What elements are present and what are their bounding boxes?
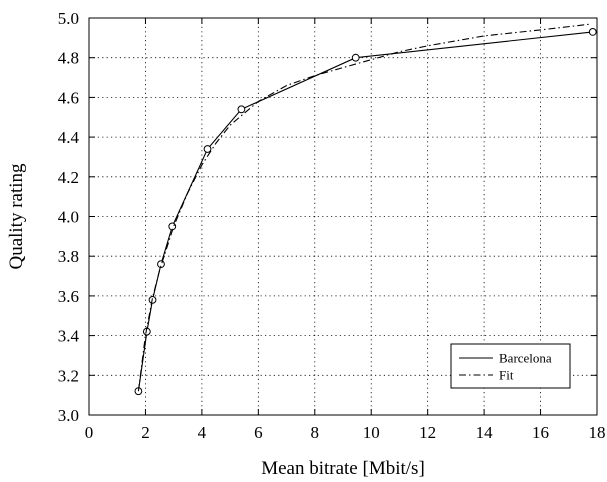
x-tick-label: 10 — [363, 423, 380, 442]
legend-label-barcelona: Barcelona — [499, 351, 552, 366]
legend-label-fit: Fit — [499, 368, 514, 383]
x-tick-label: 4 — [198, 423, 207, 442]
x-tick-label: 14 — [476, 423, 494, 442]
y-tick-label: 4.4 — [58, 128, 80, 147]
y-tick-label: 5.0 — [58, 9, 79, 28]
x-tick-label: 2 — [141, 423, 150, 442]
legend: Barcelona Fit — [450, 343, 571, 389]
data-point-barcelona — [203, 145, 212, 153]
y-tick-label: 4.0 — [58, 208, 79, 227]
series-line-fit — [137, 23, 592, 392]
series-line-barcelona — [137, 31, 593, 392]
y-tick-label: 3.4 — [58, 327, 80, 346]
x-tick-label: 16 — [532, 423, 549, 442]
grid-layer — [89, 18, 597, 415]
x-tick-label: 0 — [85, 423, 94, 442]
y-tick-label: 4.2 — [58, 168, 79, 187]
data-point-barcelona — [157, 260, 165, 269]
series-layer — [134, 23, 597, 396]
y-tick-label: 3.8 — [58, 247, 79, 266]
y-tick-label: 4.8 — [58, 49, 79, 68]
x-tick-label: 12 — [419, 423, 436, 442]
y-tick-label: 3.0 — [58, 406, 79, 425]
data-point-barcelona — [351, 53, 360, 62]
x-axis-title: Mean bitrate [Mbit/s] — [261, 458, 425, 479]
x-tick-label: 18 — [589, 423, 606, 442]
legend-box — [450, 343, 571, 389]
y-axis-title: Quality rating — [6, 163, 27, 270]
y-tick-label: 3.6 — [58, 287, 79, 306]
data-point-barcelona — [588, 27, 597, 36]
y-tick-label: 4.6 — [58, 88, 79, 107]
x-tick-label: 8 — [311, 423, 320, 442]
x-tick-label: 6 — [254, 423, 263, 442]
data-point-barcelona — [237, 105, 246, 114]
y-tick-label: 3.2 — [58, 366, 79, 385]
data-point-barcelona — [168, 222, 177, 231]
axis-ticks: 0 2 4 6 8 10 12 14 16 18 3.0 3.2 3.4 3.6 3.8 4.0 4.2 4.4 4… — [58, 9, 606, 442]
